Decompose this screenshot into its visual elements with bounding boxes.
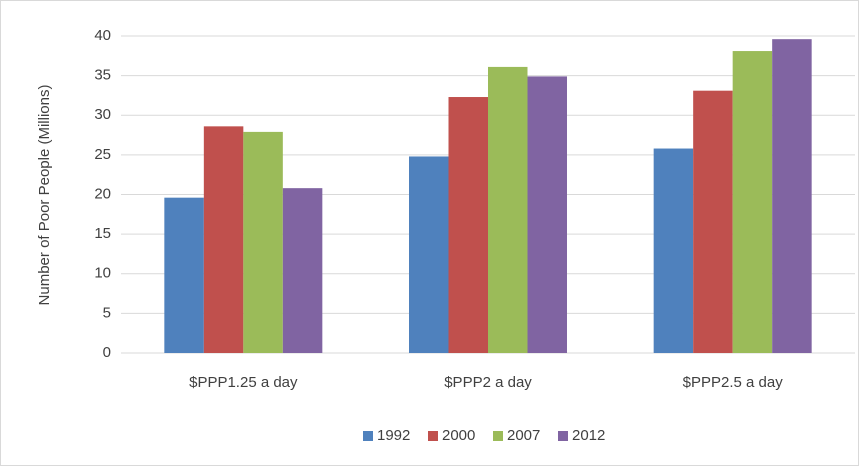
- bar: [203, 126, 244, 353]
- legend-label: 2007: [507, 427, 540, 444]
- legend-label: 2000: [442, 427, 475, 444]
- y-tick-label: 5: [103, 304, 111, 321]
- bar: [448, 97, 488, 354]
- y-tick-label: 30: [94, 106, 111, 123]
- x-tick-label: $PPP1.25 a day: [189, 374, 298, 391]
- bar: [527, 76, 567, 353]
- bar: [693, 90, 733, 354]
- y-tick-label: 40: [94, 27, 111, 44]
- legend-swatch: [493, 431, 503, 441]
- y-axis-label: Number of Poor People (Millions): [36, 85, 53, 306]
- legend-swatch: [558, 431, 568, 441]
- legend-label: 1992: [377, 427, 410, 444]
- bar: [732, 51, 773, 354]
- bar: [772, 39, 812, 354]
- y-tick-label: 25: [94, 146, 111, 163]
- bar: [243, 131, 283, 353]
- y-tick-label: 0: [103, 344, 111, 361]
- y-tick-label: 15: [94, 225, 111, 242]
- bar: [282, 188, 323, 353]
- bar: [409, 156, 449, 353]
- x-tick-label: $PPP2 a day: [444, 374, 532, 391]
- legend-swatch: [428, 431, 438, 441]
- bar: [488, 66, 528, 353]
- legend-label: 2012: [572, 427, 605, 444]
- legend-swatch: [363, 431, 373, 441]
- x-tick-label: $PPP2.5 a day: [683, 374, 784, 391]
- bar: [164, 197, 204, 353]
- y-tick-label: 10: [94, 265, 111, 282]
- y-tick-label: 20: [94, 185, 111, 202]
- bar: [653, 148, 694, 353]
- y-tick-label: 35: [94, 67, 111, 84]
